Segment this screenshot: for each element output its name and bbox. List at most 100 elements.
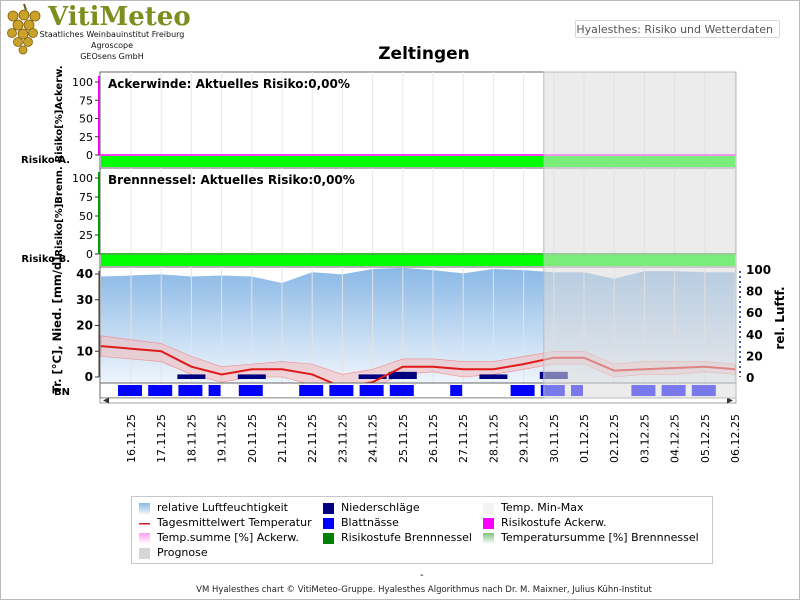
scroll-left-icon [103, 397, 109, 404]
y-tick-label: 30 [76, 293, 93, 307]
y-tick-label: 0 [85, 370, 93, 384]
precip-bar [388, 371, 417, 379]
risk-level-band [101, 156, 735, 167]
precip-bar [358, 374, 387, 379]
y-tick-label: 40 [76, 267, 93, 281]
leafwet-bar [359, 385, 384, 396]
blue-swatch-icon [323, 518, 334, 529]
magenta-swatch-icon [483, 518, 494, 529]
legend-label: relative Luftfeuchtigkeit [157, 501, 288, 514]
leafwet-bar [450, 385, 463, 396]
legend-label: Temp.summe [%] Ackerw. [157, 531, 299, 544]
leafwet-bar [510, 385, 535, 396]
risk-row-label: Risiko B. [21, 254, 70, 265]
x-tick-label: 16.11.25 [125, 414, 138, 463]
red-line-swatch-icon [139, 518, 150, 529]
y-tick-label: 75 [79, 94, 93, 107]
x-tick-label: 26.11.25 [427, 414, 440, 463]
y-axis-label: Risiko[%]Ackerw. [54, 65, 65, 162]
y-tick-label: 0 [86, 248, 93, 261]
y-tick-label: 25 [79, 229, 93, 242]
x-tick-label: 24.11.25 [367, 414, 380, 463]
leafwet-row-label: BN [54, 387, 70, 398]
time-axis [99, 397, 737, 404]
y-tick-label: 0 [86, 149, 93, 162]
grey-swatch-icon [139, 548, 150, 559]
legend-label: Risikostufe Ackerw. [501, 516, 607, 529]
gradient-blue-swatch-icon [139, 503, 150, 514]
legend-label: Tagesmittelwert Temperatur [157, 516, 312, 529]
precip-bar [237, 374, 266, 379]
x-tick-label: 29.11.25 [518, 414, 531, 463]
x-tick-label: 20.11.25 [246, 414, 259, 463]
legend-label: Risikostufe Brennnessel [341, 531, 472, 544]
footer-dash: - [420, 570, 424, 581]
brand-line: Agroscope [90, 41, 134, 50]
y-tick-label: 50 [79, 113, 93, 126]
leafwet-bar [148, 385, 173, 396]
x-tick-label: 27.11.25 [457, 414, 470, 463]
legend-label: Niederschläge [341, 501, 420, 514]
vitimeteo-logo: VitiMeteo Staatliches Weinbauinstitut Fr… [4, 2, 191, 64]
x-tick-label: 28.11.25 [487, 414, 500, 463]
x-tick-label: 17.11.25 [155, 414, 168, 463]
header-tag: Hyalesthes: Risiko und Wetterdaten [575, 20, 780, 38]
y-tick-label: 50 [79, 210, 93, 223]
legend-label: Temp. Min-Max [501, 501, 584, 514]
light-swatch-icon [483, 503, 494, 514]
legend-label: Temperatursumme [%] Brennnessel [501, 531, 699, 544]
y2-tick-label: 0 [746, 371, 754, 385]
x-tick-label: 06.12.25 [729, 414, 742, 463]
x-tick-label: 22.11.25 [306, 414, 319, 463]
x-tick-label: 23.11.25 [336, 414, 349, 463]
y2-tick-label: 20 [746, 349, 763, 363]
y-tick-label: 10 [76, 344, 93, 358]
grape-icon [7, 3, 41, 55]
risk-panel-title: Brennnessel: Aktuelles Risiko:0,00% [108, 173, 355, 187]
scroll-right-icon [727, 397, 733, 404]
y2-tick-label: 80 [746, 285, 763, 299]
x-tick-label: 18.11.25 [185, 414, 198, 463]
x-tick-label: 01.12.25 [578, 414, 591, 463]
y-tick-label: 100 [72, 172, 93, 185]
y2-axis-label: rel. Luftf. [773, 286, 787, 349]
legend-label: Prognose [157, 546, 208, 559]
prognose-area [543, 71, 737, 399]
green-swatch-icon [323, 533, 334, 544]
x-tick-label: 19.11.25 [216, 414, 229, 463]
risk-panel-title: Ackerwinde: Aktuelles Risiko:0,00% [108, 77, 350, 91]
y-axis-label: Tr. [°C], Nied. [mm/d] [50, 257, 64, 394]
y2-tick-label: 40 [746, 328, 763, 342]
leafwet-bar [238, 385, 263, 396]
x-tick-label: 05.12.25 [699, 414, 712, 463]
leafwet-bar [178, 385, 203, 396]
x-tick-label: 30.11.25 [548, 414, 561, 463]
y2-tick-label: 100 [746, 263, 771, 277]
navy-swatch-icon [323, 503, 334, 514]
brand-line: Staatliches Weinbauinstitut Freiburg [39, 30, 185, 39]
green-gradient-swatch-icon [483, 533, 494, 544]
risk-level-band [101, 255, 735, 266]
y2-tick-label: 60 [746, 306, 763, 320]
leafwet-bar [208, 385, 221, 396]
x-tick-label: 02.12.25 [608, 414, 621, 463]
y-tick-label: 75 [79, 191, 93, 204]
x-tick-label: 04.12.25 [669, 414, 682, 463]
brand-title: VitiMeteo [48, 2, 191, 32]
risk-row-label: Risiko A. [21, 155, 70, 166]
brand-line: GEOsens GmbH [80, 52, 144, 61]
x-tick-label: 25.11.25 [397, 414, 410, 463]
y-tick-label: 25 [79, 131, 93, 144]
precip-bar [479, 374, 508, 379]
footer-credit: VM Hyalesthes chart © VitiMeteo-Gruppe. … [196, 585, 652, 595]
y-tick-label: 100 [72, 76, 93, 89]
x-tick-label: 03.12.25 [638, 414, 651, 463]
precip-bar [177, 374, 206, 379]
legend-label: Blattnässe [341, 516, 399, 529]
legend: relative Luftfeuchtigkeit Niederschläge Te… [131, 496, 713, 564]
x-tick-label: 21.11.25 [276, 414, 289, 463]
y-axis-label: Risiko[%]Brenn. [54, 166, 65, 256]
leafwet-bar [299, 385, 324, 396]
leafwet-bar [389, 385, 414, 396]
